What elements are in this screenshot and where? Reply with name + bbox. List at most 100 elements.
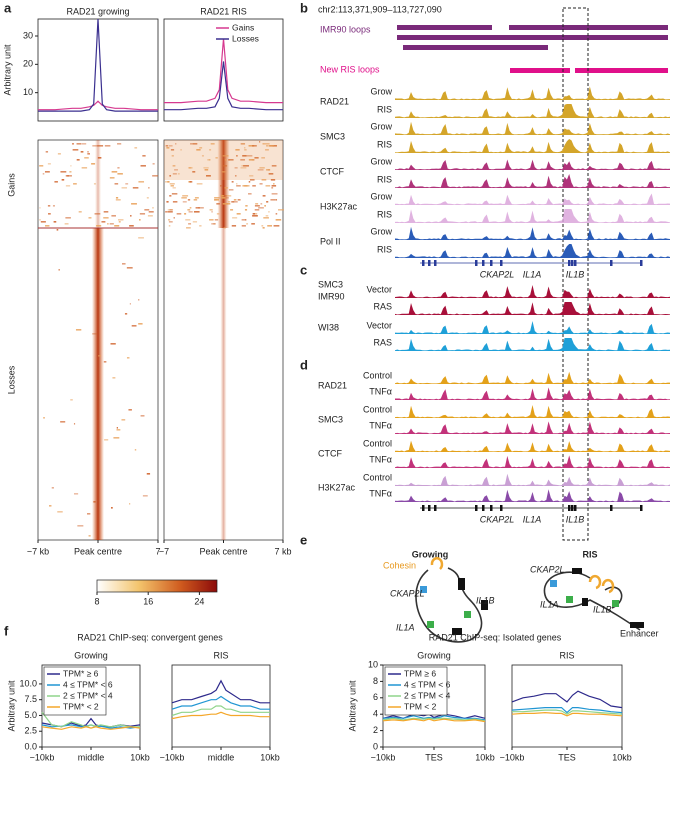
loop-label: IMR90 loops [320, 24, 371, 34]
heatmap-cell [189, 207, 192, 209]
series-line [38, 100, 158, 111]
heatmap-cell [75, 329, 82, 331]
heatmap-cell [47, 205, 51, 207]
heatmap-cell [225, 195, 232, 197]
exon [610, 505, 613, 511]
exon [571, 505, 574, 511]
series-line [171, 711, 270, 720]
heatmap-cell [138, 237, 144, 239]
heatmap-cell [252, 213, 256, 215]
heatmap-cell [140, 415, 145, 417]
exon [434, 505, 437, 511]
heatmap-cell [244, 185, 250, 187]
exon [434, 260, 437, 266]
heatmap-cell [117, 143, 122, 145]
heatmap-cell [227, 201, 231, 203]
series-line [164, 61, 283, 111]
heatmap-cell [167, 181, 170, 183]
heatmap-cell [249, 179, 255, 181]
x-tick-label: middle [78, 752, 105, 762]
diagram-label: IL1B [593, 604, 612, 614]
plot-frame [163, 18, 284, 122]
series-line [382, 718, 486, 723]
track-label: H3K27ac [318, 482, 356, 492]
heatmap-cell [97, 145, 104, 147]
heatmap-cell [228, 159, 234, 161]
diagram-title: RIS [582, 549, 597, 559]
heatmap-cell [87, 513, 91, 515]
x-tick-label: −7 kb [27, 546, 49, 556]
heatmap-cell [122, 263, 126, 265]
heatmap-cell [240, 143, 246, 145]
exon [475, 260, 478, 266]
panel-letter: d [300, 357, 308, 372]
loop-label: New RIS loops [320, 64, 380, 74]
heatmap-cell [211, 223, 216, 225]
x-tick-label: −7 [159, 546, 169, 556]
panel-letter: f [4, 623, 9, 638]
heatmap-cell [167, 201, 169, 203]
heatmap-cell [98, 355, 101, 357]
heatmap-cell [266, 201, 269, 203]
heatmap-cell [103, 211, 109, 213]
heatmap-cell [209, 219, 214, 221]
heatmap-cell [259, 183, 263, 185]
heatmap-cell [146, 473, 151, 475]
heatmap-cell [111, 215, 116, 217]
heatmap-cell [252, 145, 257, 147]
x-tick-label: Peak centre [199, 546, 247, 556]
y-tick-label: 6 [373, 692, 378, 702]
signal-track [395, 209, 670, 223]
heatmap-cell [275, 199, 278, 201]
track-label: RAD21 [318, 380, 347, 390]
heatmap-cell [224, 187, 228, 189]
chart-title: RAD21 growing [66, 6, 129, 16]
heatmap-cell [139, 213, 146, 215]
panel-letter: a [4, 0, 12, 15]
heatmap-cell [168, 225, 171, 227]
heatmap-cell [209, 209, 213, 211]
signal-track [395, 285, 670, 298]
heatmap-cell [97, 157, 102, 159]
y-tick-label: 4 [373, 709, 378, 719]
heatmap-cell [254, 205, 260, 207]
heatmap-cell [265, 149, 269, 151]
heatmap-cell [236, 155, 238, 157]
heatmap-cell [241, 219, 247, 221]
panel-letter: e [300, 532, 307, 547]
heatmap-cell [230, 209, 234, 211]
exon [475, 505, 478, 511]
heatmap-cell [51, 487, 54, 489]
heatmap-cell [221, 197, 223, 199]
heatmap-cell [132, 187, 139, 189]
heatmap-cell [198, 207, 204, 209]
track-label: Pol II [320, 236, 341, 246]
series-line [164, 38, 283, 104]
signal-track [395, 387, 670, 400]
heatmap-cell [221, 171, 226, 173]
heatmap-cell [81, 167, 88, 169]
plot-frame [511, 664, 623, 748]
x-tick-label: 10kb [612, 752, 632, 762]
heatmap-cell [78, 211, 82, 213]
heatmap-cell [248, 159, 255, 161]
heatmap-cell [172, 165, 176, 167]
heatmap-cell [195, 207, 200, 209]
heatmap-cell [169, 209, 173, 211]
legend-label: 2 ≤ TPM < 4 [404, 690, 451, 700]
heatmap-cell [242, 155, 247, 157]
y-tick-label: 2 [373, 725, 378, 735]
legend-label: TPM* ≥ 6 [63, 668, 99, 678]
heatmap-cell [205, 175, 211, 177]
heatmap-cell [257, 169, 264, 171]
heatmap-cell [192, 143, 198, 145]
heatmap-cell [114, 183, 119, 185]
heatmap-cell [167, 209, 174, 211]
row-label: Control [363, 404, 392, 414]
diagram-label: IL1B [476, 595, 495, 605]
heatmap-cell [241, 165, 244, 167]
heatmap-cell [117, 173, 123, 175]
heatmap-cell [237, 199, 241, 201]
row-label: Vector [366, 284, 392, 294]
heatmap-cell [222, 203, 228, 205]
